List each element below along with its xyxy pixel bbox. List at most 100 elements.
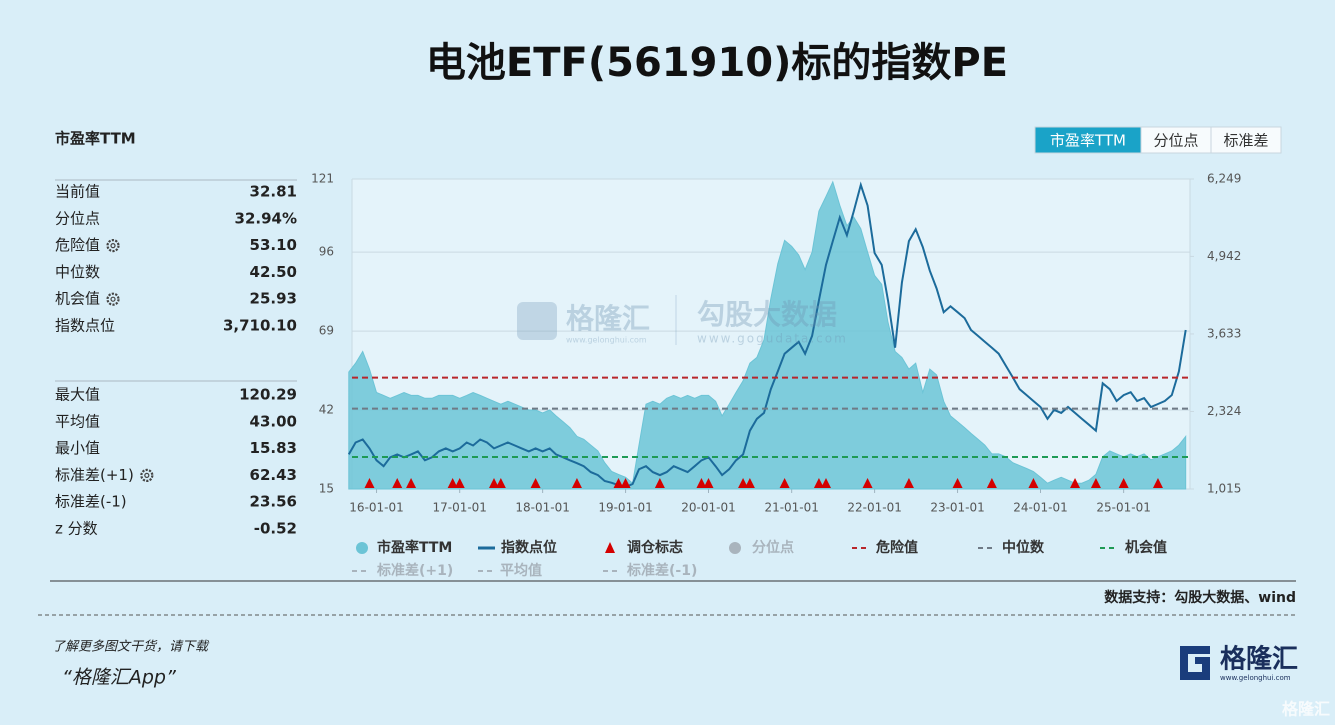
y-tick-label: 96	[319, 245, 334, 259]
legend-label: 市盈率TTM	[377, 539, 452, 556]
stat-value: 15.83	[250, 439, 297, 457]
rebalance-marker	[654, 478, 665, 488]
legend-swatch	[605, 542, 615, 553]
stat-value: 42.50	[250, 263, 297, 281]
legend-label: 指数点位	[501, 539, 557, 556]
legend-swatch	[729, 542, 741, 554]
x-tick-label: 19-01-01	[598, 501, 652, 515]
y-tick-label: 69	[319, 324, 334, 338]
legend-label: 中位数	[1002, 539, 1045, 556]
watermark-brand: 格隆汇	[566, 302, 650, 335]
stat-value: 32.81	[250, 183, 297, 201]
gear-icon	[110, 296, 116, 302]
tab-label[interactable]: 分位点	[1153, 132, 1198, 150]
legend-label: 机会值	[1125, 539, 1167, 556]
rebalance-marker	[744, 478, 755, 488]
rebalance-marker	[447, 478, 458, 488]
stat-label: z 分数	[55, 520, 98, 538]
tab-label[interactable]: 标准差	[1223, 132, 1268, 150]
rebalance-marker	[1070, 478, 1081, 488]
legend-label: 标准差(-1)	[626, 562, 697, 579]
y2-tick-label: 2,324	[1207, 404, 1241, 418]
panel-title: 市盈率TTM	[55, 130, 136, 148]
stat-value: 120.29	[239, 386, 297, 404]
x-tick-label: 25-01-01	[1096, 501, 1150, 515]
logo-url: www.gelonghui.com	[1220, 674, 1291, 682]
footer-text: 了解更多图文干货，请下载	[52, 639, 210, 655]
rebalance-marker	[738, 478, 749, 488]
tab[interactable]	[1210, 126, 1282, 154]
legend-label: 调仓标志	[627, 539, 683, 556]
rebalance-marker	[813, 478, 824, 488]
stat-label: 当前值	[55, 183, 100, 201]
stat-value: 3,710.10	[223, 317, 297, 335]
stat-label: 标准差(+1)	[55, 466, 134, 484]
rebalance-marker	[571, 478, 582, 488]
x-tick-label: 24-01-01	[1013, 501, 1067, 515]
watermark-url: www.gelonghui.com	[566, 336, 647, 345]
stat-label: 标准差(-1)	[55, 493, 127, 511]
title: 电池ETF(561910)标的指数PE	[426, 40, 1008, 86]
corner-watermark: 格隆汇	[1282, 700, 1330, 719]
rebalance-marker	[986, 478, 997, 488]
stat-value: 53.10	[250, 236, 297, 254]
y2-tick-label: 4,942	[1207, 249, 1241, 263]
logo-name: 格隆汇	[1220, 644, 1298, 675]
y2-tick-label: 6,249	[1207, 172, 1241, 186]
rebalance-marker	[364, 478, 375, 488]
tab[interactable]	[1034, 126, 1142, 154]
rebalance-marker	[489, 478, 500, 488]
x-tick-label: 21-01-01	[764, 501, 818, 515]
stat-label: 中位数	[55, 263, 100, 281]
legend-label: 危险值	[875, 539, 918, 556]
y-tick-label: 121	[311, 172, 334, 186]
rebalance-marker	[703, 478, 714, 488]
gear-icon	[140, 468, 154, 482]
logo: 格隆汇 www.gelonghui.com	[1180, 644, 1298, 682]
rebalance-marker	[392, 478, 403, 488]
legend-label: 分位点	[752, 539, 794, 556]
x-tick-label: 22-01-01	[847, 501, 901, 515]
stat-label: 平均值	[55, 412, 100, 430]
x-tick-label: 16-01-01	[349, 501, 403, 515]
watermark-brand: 勾股大数据	[697, 298, 837, 331]
y2-tick-label: 3,633	[1207, 326, 1241, 340]
rebalance-marker	[613, 478, 624, 488]
legend-swatch	[356, 542, 368, 554]
stat-label: 最大值	[55, 386, 100, 404]
index-line	[347, 181, 1187, 488]
stat-value: 23.56	[250, 493, 297, 511]
stat-value: 32.94%	[235, 209, 297, 227]
pe-area	[348, 180, 1187, 490]
stat-label: 最小值	[55, 439, 100, 457]
source: 数据支持：勾股大数据、wind	[1104, 589, 1296, 606]
watermark: 格隆汇 www.gelonghui.com 勾股大数据 www.gogudata…	[517, 295, 848, 346]
tab[interactable]	[1140, 126, 1212, 154]
stat-value: 25.93	[250, 290, 297, 308]
watermark-url: www.gogudata.com	[697, 332, 848, 346]
rebalance-marker	[820, 478, 831, 488]
rebalance-marker	[406, 478, 417, 488]
stat-label: 危险值	[55, 236, 100, 254]
tab-label[interactable]: 市盈率TTM	[1050, 132, 1126, 150]
y-tick-label: 42	[319, 403, 334, 417]
rebalance-marker	[903, 478, 914, 488]
gear-icon	[144, 472, 150, 478]
logo-icon	[1180, 646, 1210, 680]
stat-value: 62.43	[250, 466, 297, 484]
rebalance-marker	[1028, 478, 1039, 488]
rebalance-marker	[454, 478, 465, 488]
gear-icon	[106, 239, 120, 253]
rebalance-marker	[1090, 478, 1101, 488]
x-tick-label: 18-01-01	[515, 501, 569, 515]
rebalance-marker	[1152, 478, 1163, 488]
gear-icon	[106, 292, 120, 306]
rebalance-marker	[779, 478, 790, 488]
rebalance-marker	[1118, 478, 1129, 488]
rebalance-marker	[696, 478, 707, 488]
rebalance-marker	[862, 478, 873, 488]
rebalance-marker	[620, 478, 631, 488]
legend-label: 平均值	[500, 562, 542, 579]
rebalance-marker	[495, 478, 506, 488]
